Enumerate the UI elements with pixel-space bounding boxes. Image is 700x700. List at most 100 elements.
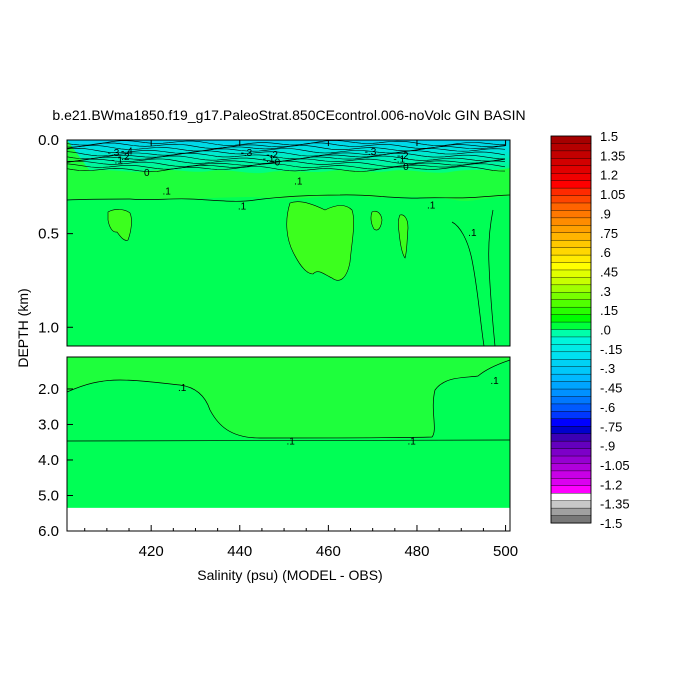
y-axis-label: DEPTH (km) bbox=[15, 288, 31, 367]
colorbar-swatch bbox=[550, 351, 592, 360]
colorbar-swatch bbox=[550, 470, 592, 479]
colorbar-label: -.6 bbox=[600, 400, 615, 415]
x-tick-label: 500 bbox=[493, 543, 518, 560]
colorbar-label: 1.2 bbox=[600, 168, 618, 183]
colorbar-label: .45 bbox=[600, 264, 618, 279]
y-tick-label: 5.0 bbox=[38, 487, 59, 504]
colorbar-swatch bbox=[550, 493, 592, 502]
colorbar-swatch bbox=[550, 165, 592, 174]
colorbar-swatch bbox=[550, 232, 592, 241]
x-tick-label: 460 bbox=[316, 543, 341, 560]
colorbar-label: -1.2 bbox=[600, 477, 622, 492]
contour-label: -.3 bbox=[365, 147, 377, 158]
y-tick-label: 6.0 bbox=[38, 523, 59, 540]
colorbar-label: .3 bbox=[600, 284, 611, 299]
colorbar-swatch bbox=[550, 463, 592, 472]
contour-label: 0 bbox=[403, 162, 409, 173]
colorbar-label: 1.35 bbox=[600, 148, 625, 163]
lower-panel: .1 .1 .1 .1 bbox=[66, 356, 511, 532]
colorbar-swatch bbox=[550, 418, 592, 427]
contour-label: -.1 bbox=[111, 156, 123, 167]
colorbar-label: .0 bbox=[600, 323, 611, 338]
y-tick-label: 4.0 bbox=[38, 452, 59, 469]
contour-label: -.2 bbox=[397, 151, 409, 162]
contour-label: -.2 bbox=[266, 150, 278, 161]
colorbar-label: .15 bbox=[600, 303, 618, 318]
warm-patch bbox=[370, 210, 383, 231]
colorbar-label: -.45 bbox=[600, 381, 622, 396]
y-tick-label: 2.0 bbox=[38, 381, 59, 398]
warm-patch bbox=[398, 214, 409, 259]
x-axis: 420 440 460 480 500 bbox=[84, 140, 518, 560]
colorbar-swatch bbox=[550, 247, 592, 256]
upper-field bbox=[67, 140, 510, 346]
contour-label: -.1 bbox=[263, 154, 275, 165]
x-axis-label: Salinity (psu) (MODEL - OBS) bbox=[197, 567, 382, 583]
colorbar-swatch bbox=[550, 359, 592, 368]
colorbar-swatch bbox=[550, 292, 592, 301]
surface-contour bbox=[67, 152, 506, 160]
colorbar-swatch bbox=[550, 336, 592, 345]
contour-label: .1 bbox=[468, 228, 477, 239]
colorbar-swatch bbox=[550, 411, 592, 420]
contour-label: -.4 bbox=[121, 146, 133, 157]
upper-frame bbox=[66, 139, 511, 347]
contour-label: 0 bbox=[275, 158, 281, 169]
colorbar-swatch bbox=[550, 277, 592, 286]
colorbar-swatch bbox=[550, 314, 592, 323]
colorbar-swatch bbox=[550, 440, 592, 450]
cold-surface-layer bbox=[67, 140, 510, 174]
colorbar-label: -1.35 bbox=[600, 497, 630, 512]
x-tick-label: 440 bbox=[227, 543, 252, 560]
colorbar-frame bbox=[550, 135, 592, 524]
warm-patch bbox=[286, 201, 354, 281]
surface-contour bbox=[67, 166, 506, 172]
contour-label: .1 bbox=[238, 202, 247, 213]
colorbar-swatch bbox=[550, 403, 592, 412]
colorbar-label: -.75 bbox=[600, 419, 622, 434]
colorbar-swatch bbox=[550, 500, 592, 509]
colorbar-swatch bbox=[550, 366, 592, 375]
colorbar-swatch bbox=[550, 344, 592, 353]
surface-contour bbox=[67, 147, 506, 154]
colorbar-label: .75 bbox=[600, 226, 618, 241]
colorbar-swatch bbox=[550, 388, 592, 397]
contour-label: -.2 bbox=[118, 152, 130, 163]
y-tick-label: 0.0 bbox=[38, 132, 59, 149]
contour-eastern bbox=[451, 209, 496, 346]
colorbar-label: -1.05 bbox=[600, 458, 630, 473]
colorbar-swatch bbox=[550, 329, 592, 338]
colorbar-swatch bbox=[550, 180, 592, 189]
colorbar-swatch bbox=[550, 433, 592, 442]
contour-label: 0 bbox=[144, 168, 150, 179]
x-tick-label: 420 bbox=[139, 543, 164, 560]
x-tick-label: 480 bbox=[404, 543, 429, 560]
contour-label: .1 bbox=[427, 201, 436, 212]
colorbar-swatch bbox=[550, 373, 592, 383]
y-tick-label: 3.0 bbox=[38, 416, 59, 433]
y-tick-label: 0.5 bbox=[38, 226, 59, 243]
colorbar-swatch bbox=[550, 210, 592, 219]
surface-contour bbox=[67, 150, 506, 157]
colorbar-swatch bbox=[550, 321, 592, 330]
colorbar-swatch bbox=[550, 150, 592, 159]
contour-label: .1 bbox=[490, 376, 499, 387]
colorbar-swatch bbox=[550, 254, 592, 264]
contour-label: -.1 bbox=[393, 155, 405, 166]
upper-panel: -.3 -.4-.2-.10-.3 -.2-.1 0-.3 -.2-.10.1.1.1.… bbox=[66, 139, 511, 347]
colorbar-swatch bbox=[550, 448, 592, 457]
surface-contour bbox=[67, 145, 506, 152]
colorbar-swatch bbox=[550, 143, 592, 152]
contour-label: -.3 bbox=[241, 148, 253, 159]
colorbar-swatch bbox=[550, 173, 592, 182]
contour-label: .1 bbox=[407, 436, 416, 447]
colorbar-swatch bbox=[550, 485, 592, 494]
colorbar-swatch bbox=[550, 426, 592, 435]
colorbar-swatch bbox=[550, 239, 592, 249]
colorbar-label: 1.05 bbox=[600, 187, 625, 202]
warm-patch bbox=[107, 209, 132, 241]
colorbar-swatch bbox=[550, 202, 592, 211]
contour-0.1-upper bbox=[67, 194, 510, 202]
lower-frame bbox=[66, 356, 511, 532]
